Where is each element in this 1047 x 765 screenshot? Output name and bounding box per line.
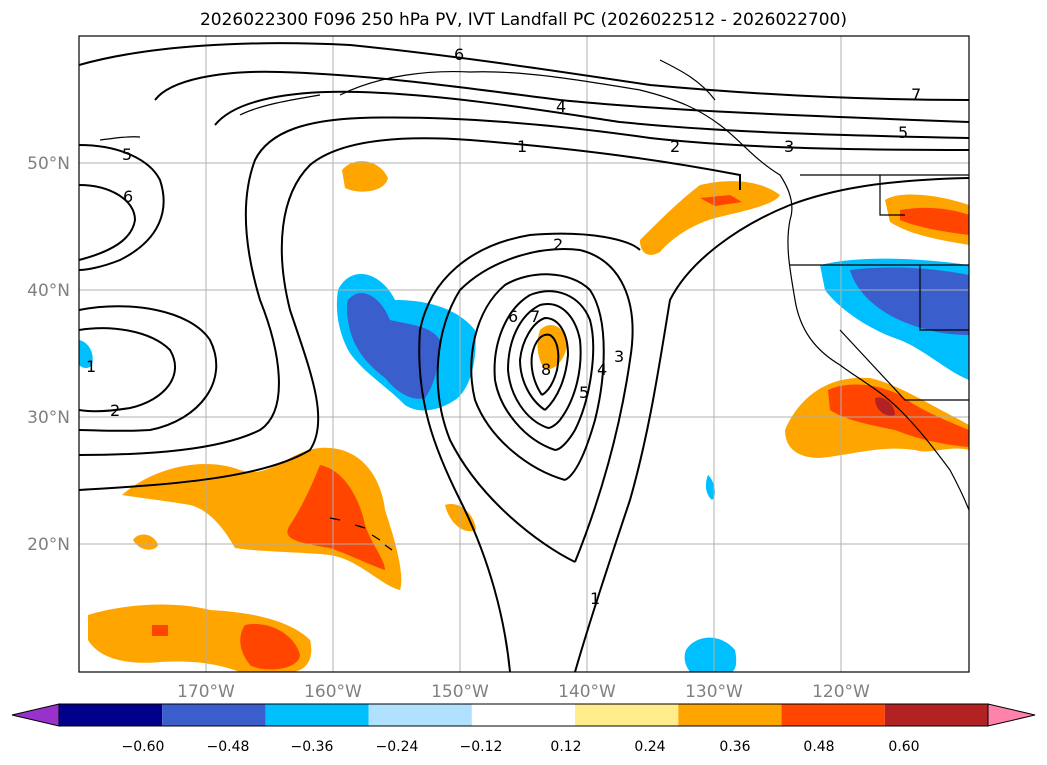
colorbar-tick-label: 0.60 [888,739,919,755]
shade-socal-darkred [875,397,895,416]
colorbar-segment [471,704,576,726]
lat-label: 50°N [27,154,70,174]
latitude-labels: 50°N 40°N 30°N 20°N [27,154,70,555]
colorbar-tick-label: 0.36 [719,739,750,755]
contour-label: 2 [553,235,563,254]
colorbar-segment [59,704,163,726]
colorbar-segment [884,704,988,726]
shade-small-1 [133,534,158,550]
contour-label: 6 [454,45,464,64]
shade-36n [537,325,567,370]
shade-plume [640,181,780,255]
contour-label: 3 [784,137,794,156]
contour-label: 7 [911,85,921,104]
shade-cal-dark [850,267,969,335]
colorbar-segment [368,704,472,726]
colorbar-tick-label: 0.12 [550,739,581,755]
shade-blue-center-dark [346,292,440,399]
lat-label: 20°N [27,535,70,555]
shade-bottomleft-red2 [152,625,168,636]
colorbar [11,703,1036,727]
lon-label: 160°W [304,682,362,702]
contour-label: 3 [614,347,624,366]
contour-label: 1 [590,589,600,608]
colorbar-tick-label: 0.24 [634,739,665,755]
contour-label: 5 [898,123,908,142]
longitude-labels: 170°W 160°W 150°W 140°W 130°W 120°W [177,682,870,702]
colorbar-tick-label: −0.12 [460,739,503,755]
colorbar-segment [678,704,782,726]
contour-label: 4 [556,97,566,116]
lon-label: 150°W [431,682,489,702]
colorbar-tick-label: −0.60 [122,739,165,755]
shade-socal-red [828,384,969,447]
colorbar-tick-label: −0.48 [207,739,250,755]
colorbar-frame [58,703,989,727]
colorbar-tick-label: −0.36 [291,739,334,755]
contour-label: 6 [123,187,133,206]
coastlines [99,59,969,551]
shade-leftblue [79,340,93,369]
colorbar-segment [162,704,266,726]
contour-label: 4 [597,360,607,379]
contour-labels: 6 4 7 5 1 2 3 5 6 2 6 7 8 5 4 3 1 1 2 [86,45,921,608]
shade-48n [342,161,388,192]
colorbar-segment [265,704,369,726]
shade-ne-red [900,207,969,235]
shade-plume-red [700,195,742,206]
lat-label: 40°N [27,281,70,301]
colorbar-tick-label: 0.48 [803,739,834,755]
lat-label: 30°N [27,408,70,428]
shade-bottomblue [684,637,737,672]
colorbar-tick-label: −0.24 [376,739,419,755]
colorbar-extend-high [987,703,1036,727]
lon-label: 170°W [177,682,235,702]
contour-label: 6 [508,307,518,326]
lon-label: 130°W [685,682,743,702]
contour-label: 5 [579,383,589,402]
contour-label: 7 [530,307,540,326]
contour-label: 1 [86,357,96,376]
lon-label: 120°W [812,682,870,702]
shade-smallblue [705,475,715,500]
colorbar-ticks: −0.60 −0.48 −0.36 −0.24 −0.12 0.12 0.24 … [122,739,920,755]
contour-label: 8 [541,360,551,379]
contour-label: 2 [110,401,120,420]
colorbar-segment [575,704,679,726]
lon-label: 140°W [558,682,616,702]
colorbar-segment [781,704,885,726]
contour-label: 1 [517,137,527,156]
contour-label: 2 [670,137,680,156]
map-frame [78,35,970,673]
colorbar-extend-low [11,703,60,727]
map-title: 2026022300 F096 250 hPa PV, IVT Landfall… [199,10,847,30]
pv-contours [79,42,969,672]
gridlines [79,36,969,672]
shade-bottomleft-red [240,624,300,670]
ivt-shading [79,161,969,672]
contour-label: 5 [122,145,132,164]
